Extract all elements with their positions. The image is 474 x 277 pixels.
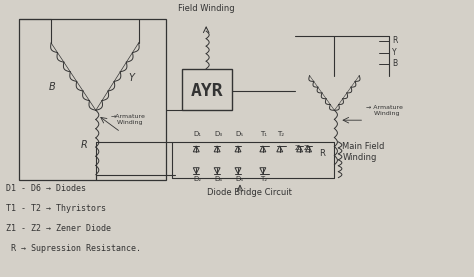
Text: AYR: AYR [191, 83, 223, 101]
Text: Y: Y [128, 73, 135, 83]
Text: R: R [81, 140, 88, 150]
Text: Z1 - Z2 → Zener Diode: Z1 - Z2 → Zener Diode [6, 224, 111, 233]
Text: D₅: D₅ [235, 131, 243, 137]
Text: D₁: D₁ [193, 131, 201, 137]
Text: D₆: D₆ [235, 176, 243, 182]
Text: Z₂: Z₂ [304, 145, 311, 151]
Text: R: R [392, 36, 398, 45]
Text: Diode Bridge Circuit: Diode Bridge Circuit [207, 188, 292, 198]
Text: B: B [49, 83, 56, 93]
Bar [182, 69, 232, 110]
Text: Main Field
Winding: Main Field Winding [342, 142, 385, 162]
Text: T1 - T2 → Thyristors: T1 - T2 → Thyristors [6, 204, 106, 213]
Text: D₂: D₂ [193, 176, 201, 182]
Text: T₁: T₁ [260, 131, 267, 137]
Text: D1 - D6 → Diodes: D1 - D6 → Diodes [6, 184, 86, 193]
Bar [19, 19, 166, 179]
Text: D₃: D₃ [214, 131, 222, 137]
Text: B: B [392, 59, 397, 68]
Text: →Armature
   Winding: →Armature Winding [111, 114, 146, 125]
Text: R → Supression Resistance.: R → Supression Resistance. [6, 244, 141, 253]
Text: Y: Y [392, 48, 397, 57]
Text: T₂: T₂ [277, 131, 284, 137]
Text: T₂: T₂ [260, 176, 267, 182]
Text: R: R [319, 149, 325, 158]
Text: → Armature
    Winding: → Armature Winding [366, 106, 403, 116]
Text: D₄: D₄ [214, 176, 222, 182]
Text: Field Winding: Field Winding [178, 4, 235, 13]
Text: Z₁: Z₁ [295, 145, 302, 151]
